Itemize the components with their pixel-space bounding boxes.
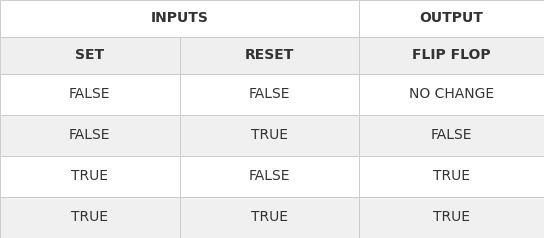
Text: TRUE: TRUE xyxy=(433,169,470,183)
Text: FALSE: FALSE xyxy=(431,128,472,142)
Bar xyxy=(359,74,544,115)
Text: TRUE: TRUE xyxy=(71,210,108,224)
Text: OUTPUT: OUTPUT xyxy=(419,11,484,25)
Text: FALSE: FALSE xyxy=(69,87,110,101)
Bar xyxy=(180,197,359,238)
Bar xyxy=(180,156,359,197)
Bar xyxy=(0,0,359,37)
Text: TRUE: TRUE xyxy=(251,128,288,142)
Text: SET: SET xyxy=(75,48,104,62)
Text: FALSE: FALSE xyxy=(249,169,290,183)
Bar xyxy=(359,37,544,74)
Text: INPUTS: INPUTS xyxy=(151,11,208,25)
Text: TRUE: TRUE xyxy=(433,210,470,224)
Bar xyxy=(0,115,180,156)
Text: TRUE: TRUE xyxy=(251,210,288,224)
Bar xyxy=(359,197,544,238)
Bar xyxy=(180,74,359,115)
Text: FALSE: FALSE xyxy=(69,128,110,142)
Bar xyxy=(0,74,180,115)
Bar xyxy=(359,0,544,37)
Bar xyxy=(180,115,359,156)
Bar xyxy=(0,156,180,197)
Bar xyxy=(0,37,180,74)
Text: NO CHANGE: NO CHANGE xyxy=(409,87,494,101)
Bar xyxy=(359,115,544,156)
Text: FALSE: FALSE xyxy=(249,87,290,101)
Bar xyxy=(359,156,544,197)
Bar xyxy=(180,37,359,74)
Text: RESET: RESET xyxy=(245,48,294,62)
Text: FLIP FLOP: FLIP FLOP xyxy=(412,48,491,62)
Bar xyxy=(0,197,180,238)
Text: TRUE: TRUE xyxy=(71,169,108,183)
